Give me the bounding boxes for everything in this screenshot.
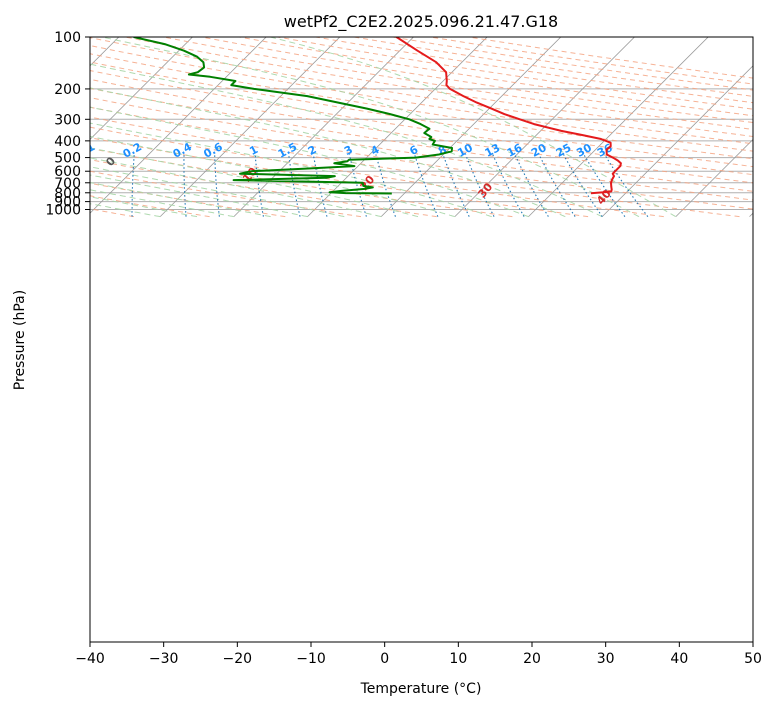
isotherm-line [159, 37, 341, 217]
dry-adiabat-line [90, 126, 664, 218]
x-tick-label: 20 [523, 651, 541, 667]
isotherm-line [528, 37, 709, 217]
moist-adiabat-line [101, 37, 640, 218]
x-tick-label: 10 [449, 651, 467, 667]
y-tick-label: 300 [54, 112, 81, 128]
isotherm-line [233, 37, 415, 217]
dry-adiabat-line [90, 137, 589, 218]
mixing-ratio-line [414, 154, 439, 217]
mixing-ratio-label: 20 [529, 141, 549, 160]
moist-adiabat-line [90, 157, 382, 218]
y-tick-label: 1000 [45, 203, 81, 219]
y-tick-label: 200 [54, 82, 81, 98]
chart-title: wetPf2_C2E2.2025.096.21.47.G18 [284, 12, 558, 32]
temperature-profile-line [395, 37, 622, 195]
isotherm-line [90, 37, 267, 214]
x-tick-label: 30 [597, 651, 615, 667]
mixing-ratio-line [492, 154, 525, 217]
mixing-ratio-line [442, 154, 470, 217]
plot-frame [89, 36, 754, 643]
y-tick-label: 100 [54, 30, 81, 46]
moist-adiabat-line [90, 174, 308, 218]
mixing-ratio-line [214, 154, 220, 217]
sounding-profiles [133, 37, 622, 195]
dewpoint-profile-line [133, 37, 453, 195]
isotherm-line [90, 37, 194, 141]
dry-adiabat-line [122, 37, 753, 137]
x-tick-label: 0 [380, 651, 389, 667]
dry-adiabat-line [198, 37, 753, 124]
dry-adiabat-line [90, 70, 753, 176]
mixing-ratio-line [183, 154, 187, 217]
mixing-ratio-line [348, 154, 367, 217]
y-tick-label: 800 [54, 186, 81, 202]
mixing-ratio-label: 30 [574, 141, 594, 160]
mixing-ratio-label: 13 [483, 141, 503, 160]
x-tick-label: −20 [223, 651, 253, 667]
mixing-ratio-line [583, 154, 626, 217]
mixing-ratio-label: 10 [455, 141, 475, 160]
isotherm-line [307, 37, 488, 217]
moist-adiabat-line [90, 87, 566, 218]
axes: −40 −30 −20 −10 0 10 20 30 40 50 100 200 300 40050060… [45, 30, 762, 667]
mixing-ratio-line [604, 154, 649, 217]
y-tick-label: 400 [54, 134, 81, 150]
y-tick-label: 700 [54, 176, 81, 192]
x-tick-label: 40 [670, 651, 688, 667]
mixing-ratio-line [254, 154, 264, 217]
mixing-ratio-label: 25 [554, 141, 574, 160]
moist-adiabat-line [270, 37, 677, 218]
dry-adiabat-line [90, 61, 753, 168]
y-axis-label: Pressure (hPa) [12, 290, 28, 390]
moist-adiabat-line [90, 106, 529, 218]
moist-adiabats [90, 37, 677, 218]
x-tick-label: 50 [744, 651, 762, 667]
mixing-ratio-line [563, 154, 603, 217]
x-tick-label: −10 [296, 651, 326, 667]
mixing-ratio-label: 16 [505, 141, 525, 160]
x-tick-label: −40 [75, 651, 105, 667]
moist-adiabat-line [90, 63, 603, 218]
mixing-ratio-lines [131, 154, 649, 217]
plot-area [90, 37, 753, 642]
mixing-ratio-line [131, 154, 135, 217]
y-tick-label: 500 [54, 151, 81, 167]
dry-adiabat-line [90, 106, 753, 210]
moist-adiabat-line [90, 166, 345, 218]
dry-adiabat-line [90, 195, 210, 218]
isotherm-line [90, 37, 120, 67]
mixing-ratio-line [312, 154, 328, 217]
mixing-ratio-line [514, 154, 549, 217]
y-tick-label: 900 [54, 195, 81, 211]
moist-adiabat-line [90, 182, 271, 218]
mixing-ratio-line [465, 154, 495, 217]
moist-adiabat-line [90, 147, 419, 218]
dry-adiabat-line [90, 97, 753, 201]
dry-adiabat-line [90, 78, 753, 184]
dry-adiabats [90, 37, 753, 218]
mixing-ratio-line [538, 154, 576, 217]
dry-adiabat-line [90, 159, 437, 218]
x-axis-label: Temperature (°C) [360, 681, 482, 697]
dry-adiabat-line [160, 37, 753, 130]
x-tick-label: −30 [149, 651, 179, 667]
isotherm-line [601, 65, 753, 217]
y-tick-label: 600 [54, 164, 81, 180]
mixing-ratio-label: 0.1 [74, 140, 97, 161]
moist-adiabat-line [90, 122, 492, 218]
